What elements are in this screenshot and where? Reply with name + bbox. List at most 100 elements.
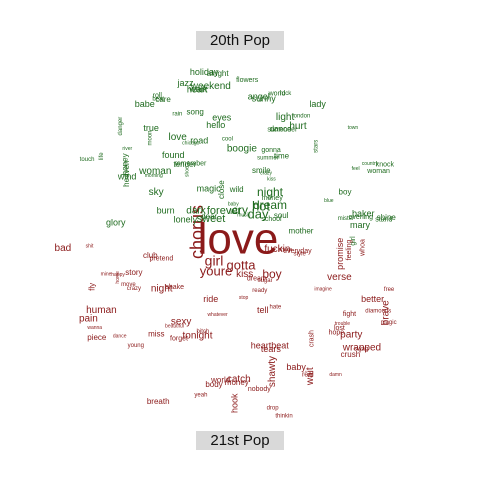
top-word-81: hurt — [289, 121, 306, 132]
bottom-word-6: fly — [87, 283, 96, 291]
bottom-word-42: bitch — [197, 329, 210, 335]
top-word-84: mister — [338, 216, 354, 222]
bottom-word-45: promise — [335, 238, 345, 270]
bottom-word-54: sugar — [258, 278, 273, 284]
top-word-79: surrender — [267, 126, 298, 133]
bottom-word-55: pretend — [150, 255, 174, 262]
bottom-word-14: baby — [286, 362, 306, 372]
top-word-82: mother — [289, 226, 314, 235]
top-word-42: woman — [138, 166, 171, 177]
top-word-26: care — [155, 95, 171, 104]
bottom-word-48: verse — [327, 272, 352, 283]
bottom-word-29: world — [210, 375, 230, 384]
top-word-6: forever — [207, 205, 242, 217]
top-word-73: london — [292, 113, 310, 119]
top-word-0: night — [257, 185, 284, 199]
bottom-word-7: feeling — [346, 240, 353, 261]
bottom-word-19: crazy — [127, 286, 141, 292]
top-word-64: love — [169, 132, 188, 143]
top-word-30: babe — [135, 99, 155, 109]
bottom-word-77: better — [361, 294, 384, 304]
top-word-54: moon — [148, 130, 154, 145]
top-word-43: school — [261, 216, 282, 223]
top-word-21: dance — [270, 125, 292, 134]
bottom-word-38: lost — [334, 325, 345, 332]
bottom-word-25: heartbeat — [251, 341, 290, 351]
top-word-58: stand — [375, 217, 392, 224]
bottom-panel-label: 21st Pop — [196, 431, 284, 450]
top-word-29: true — [143, 123, 159, 133]
bottom-word-73: free — [384, 287, 395, 293]
bottom-word-12: move — [121, 282, 136, 288]
top-word-88: baker — [352, 208, 375, 218]
top-word-5: dark — [186, 206, 206, 217]
bottom-word-20: ride — [203, 294, 218, 304]
bottom-word-40: club — [143, 251, 158, 260]
top-word-20: fire — [229, 210, 238, 216]
bottom-word-43: trouble — [335, 321, 351, 327]
top-word-15: kiss — [267, 176, 276, 182]
top-word-55: wind — [117, 171, 137, 181]
top-word-12: town — [348, 125, 359, 131]
bottom-word-44: imagine — [314, 287, 332, 293]
top-word-28: life — [99, 152, 105, 160]
top-word-70: heaven — [122, 161, 131, 187]
top-word-61: light — [276, 112, 295, 123]
bottom-word-66: hope — [329, 330, 345, 337]
top-word-80: evening — [349, 214, 374, 221]
bottom-word-59: young — [128, 343, 144, 349]
bottom-word-26: pain — [79, 314, 98, 325]
top-word-24: feel — [352, 166, 360, 172]
bottom-word-62: nobody — [248, 386, 271, 393]
bottom-word-4: girl — [205, 253, 224, 269]
top-word-50: sunny — [252, 94, 277, 104]
bottom-word-69: fuckin — [264, 244, 290, 255]
bottom-word-22: bad — [55, 243, 72, 254]
top-word-63: magic — [197, 183, 222, 193]
top-word-11: smile — [252, 166, 271, 175]
bottom-word-52: diamonds — [365, 308, 391, 314]
top-word-38: eyes — [212, 113, 232, 123]
bottom-word-46: wait — [305, 367, 316, 386]
top-word-78: flowers — [236, 77, 259, 84]
top-word-17: time — [274, 152, 290, 161]
top-word-9: rain — [172, 112, 182, 118]
top-word-4: cry — [232, 203, 248, 217]
top-word-48: alright — [207, 69, 230, 78]
bottom-word-49: everyday — [283, 248, 312, 255]
bottom-word-30: fight — [343, 311, 356, 318]
top-word-8: tender — [173, 160, 196, 169]
top-word-72: chicago — [182, 140, 199, 146]
top-word-22: river — [122, 146, 132, 152]
bottom-word-60: dream — [247, 276, 267, 283]
bottom-word-11: wanna — [87, 325, 102, 331]
top-word-40: song — [187, 108, 204, 117]
top-word-69: shoe — [184, 166, 190, 177]
top-word-86: jazz — [176, 78, 194, 88]
top-word-65: girl — [350, 236, 357, 246]
top-word-39: music — [237, 212, 251, 218]
bottom-word-51: human — [86, 305, 117, 316]
top-word-85: hello — [206, 120, 225, 130]
top-word-51: lady — [309, 99, 326, 109]
top-word-87: wild — [229, 185, 244, 194]
bottom-word-18: body — [205, 380, 222, 389]
bottom-word-8: miss — [148, 330, 164, 339]
bottom-word-17: hate — [270, 305, 282, 311]
bottom-word-64: crush — [341, 350, 361, 359]
top-word-16: mary — [350, 220, 370, 230]
bottom-word-65: style — [294, 252, 307, 258]
top-word-60: stars — [313, 140, 319, 153]
top-word-76: woman — [366, 168, 390, 175]
bottom-word-33: forget — [170, 335, 188, 342]
bottom-word-9: beautiful — [165, 324, 184, 330]
bottom-word-78: piece — [87, 333, 107, 342]
top-word-74: soul — [274, 211, 289, 220]
top-word-77: dear — [201, 212, 217, 221]
top-word-46: honey — [120, 153, 129, 175]
top-panel-label: 20th Pop — [196, 31, 284, 50]
top-word-3: day — [248, 206, 269, 221]
top-word-23: remember — [174, 160, 207, 167]
bottom-word-31: shawty — [267, 356, 278, 387]
